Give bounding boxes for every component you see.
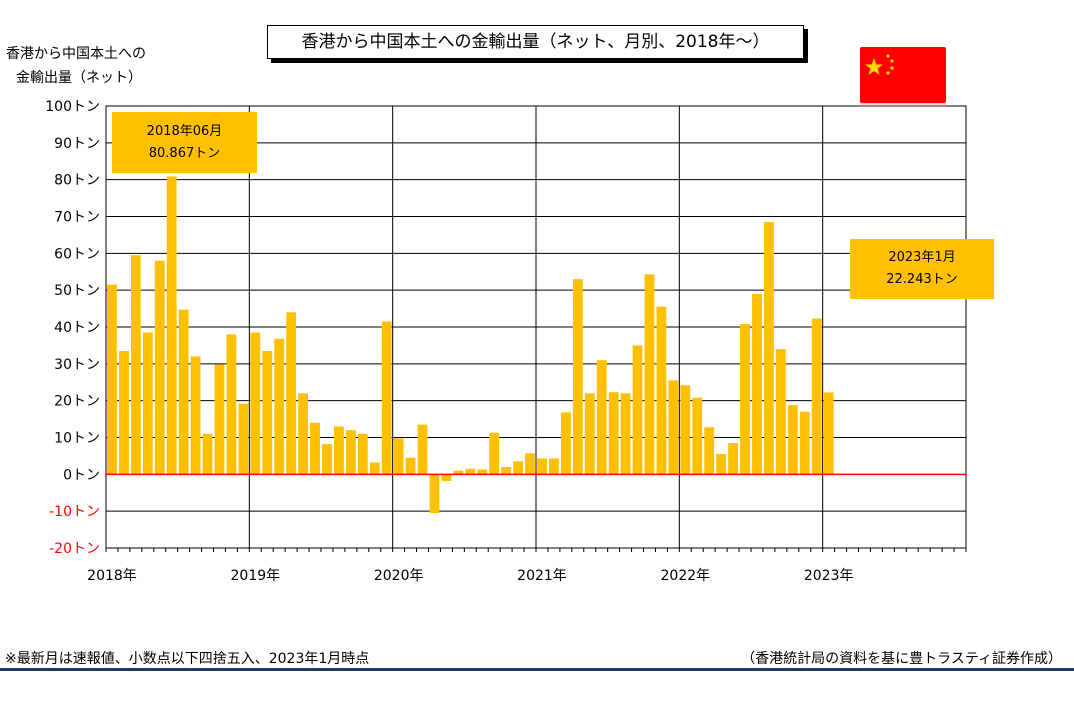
bar-2021-06 [596,360,607,475]
bar-2022-04 [716,454,727,475]
bar-2018-07 [178,309,189,475]
x-tick-label: 2019年 [231,568,281,584]
x-tick-label: 2020年 [374,568,424,584]
y-tick-label: -20トン [49,541,100,557]
source-note: （香港統計局の資料を基に豊トラスティ証券作成） [741,651,1062,667]
chart-labels: 100トン 90トン 80トン 70トン 60トン 50トン 40トン 30トン 20トン 10ト… [45,99,853,584]
bar-2022-09 [775,349,786,475]
bottom-divider [0,668,1074,671]
bar-2020-10 [501,466,512,475]
bar-2018-03 [130,255,141,475]
y-tick-label: 80トン [54,173,100,189]
peak-callout-date: 2018年06月 [146,124,223,139]
bar-2022-12 [811,318,822,475]
chart-title: 香港から中国本土への金輸出量（ネット、月別、2018年～） [267,25,804,59]
bar-2019-05 [298,393,308,475]
china-flag-icon [860,47,946,109]
bar-2019-06 [310,422,320,475]
bar-2021-08 [620,393,631,475]
bar-2020-01 [393,438,404,475]
bar-2021-05 [584,393,595,475]
y-tick-label: 60トン [54,246,100,262]
x-tick-label: 2023年 [804,568,854,584]
bar-2021-10 [644,274,655,475]
latest-callout-value: 22.243トン [886,272,958,287]
chart-bars [107,176,834,514]
y-tick-label: 40トン [54,320,100,336]
bar-2018-04 [142,332,153,475]
bar-2020-12 [525,453,535,475]
x-tick-label: 2021年 [517,568,567,584]
bar-2018-08 [190,356,201,475]
bar-2020-02 [405,457,416,475]
bar-2022-07 [752,293,762,475]
bar-2022-08 [764,222,774,475]
bar-2020-05 [441,474,452,481]
bar-2020-09 [489,432,500,475]
bar-2020-07 [465,468,476,475]
bar-2018-06 [166,176,177,475]
y-tick-label: 70トン [54,210,100,226]
y-tick-label: 10トン [54,431,100,447]
latest-callout: 2023年1月 22.243トン [850,239,994,299]
bar-2020-04 [429,474,440,514]
y-tick-label: -10トン [49,504,100,520]
bar-2019-02 [262,350,273,475]
bar-2022-03 [704,427,715,475]
y-tick-label: 20トン [54,394,100,410]
latest-callout-date: 2023年1月 [888,250,956,265]
bar-2021-07 [608,392,619,475]
y-tick-label: 30トン [54,357,100,373]
bar-2019-10 [357,433,368,475]
bar-2021-09 [632,345,643,475]
bar-2018-11 [226,334,237,475]
bar-2023-01 [823,392,834,475]
bar-2021-11 [656,306,667,475]
bar-2022-02 [692,397,703,475]
bar-2018-12 [238,403,249,475]
chart-axes [105,473,967,552]
x-tick-label: 2022年 [661,568,711,584]
bar-2021-12 [668,380,679,475]
bar-2019-01 [250,332,261,475]
bar-2019-07 [322,444,332,475]
peak-callout-value: 80.867トン [148,146,221,161]
bar-2022-10 [787,405,798,475]
y-tick-label: 50トン [54,283,100,299]
bar-2021-02 [549,458,559,475]
bar-2018-10 [214,364,225,475]
bar-2022-06 [740,324,750,475]
y-axis-label: 香港から中国本土への 金輸出量（ネット） [6,42,166,90]
bar-2020-08 [477,469,488,475]
bar-2019-11 [369,462,380,475]
y-axis-label-line2: 金輸出量（ネット） [16,70,142,86]
bar-2020-03 [417,424,428,475]
y-tick-label: 0トン [63,467,100,483]
bar-2019-03 [274,338,285,475]
bar-2022-05 [728,443,738,475]
bar-2022-11 [799,411,810,475]
y-axis-label-line1: 香港から中国本土への [6,46,146,62]
bar-2021-03 [560,412,571,475]
peak-callout: 2018年06月 80.867トン [112,112,257,173]
y-tick-label: 100トン [45,99,100,115]
bar-2019-12 [381,321,392,475]
y-tick-label: 90トン [54,136,100,152]
bar-2018-09 [202,433,213,475]
bar-2020-06 [453,470,464,475]
bar-2018-01 [107,284,117,475]
bar-2022-01 [680,385,691,475]
bar-2018-02 [119,350,129,475]
x-tick-label: 2018年 [87,568,137,584]
bar-2020-11 [513,461,523,475]
bar-2018-05 [154,260,165,475]
bar-2019-04 [286,312,297,475]
footnote: ※最新月は速報値、小数点以下四捨五入、2023年1月時点 [5,651,370,667]
bar-2019-09 [345,430,356,475]
bar-2021-04 [572,279,583,475]
bar-2019-08 [334,426,344,475]
bar-2021-01 [537,458,547,475]
